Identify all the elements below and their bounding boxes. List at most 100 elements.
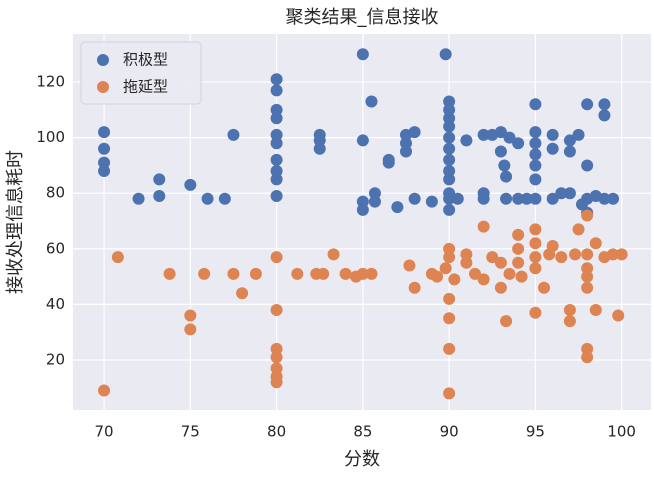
point bbox=[451, 192, 464, 205]
point bbox=[512, 228, 525, 241]
legend-marker bbox=[97, 81, 109, 93]
point bbox=[356, 195, 369, 208]
point bbox=[546, 128, 559, 141]
point bbox=[477, 187, 490, 200]
legend-label: 拖延型 bbox=[123, 78, 168, 96]
point bbox=[270, 251, 283, 264]
point bbox=[500, 192, 513, 205]
point bbox=[460, 248, 473, 261]
point bbox=[546, 240, 559, 253]
point bbox=[270, 153, 283, 166]
point bbox=[581, 248, 594, 261]
point bbox=[486, 251, 499, 264]
point bbox=[581, 159, 594, 172]
point bbox=[529, 306, 542, 319]
point bbox=[494, 256, 507, 269]
point bbox=[408, 192, 421, 205]
point bbox=[563, 187, 576, 200]
point bbox=[443, 192, 456, 205]
point bbox=[443, 387, 456, 400]
point bbox=[184, 178, 197, 191]
point bbox=[356, 134, 369, 147]
point bbox=[431, 270, 444, 283]
point bbox=[515, 270, 528, 283]
point bbox=[365, 267, 378, 280]
y-tick-label: 20 bbox=[46, 350, 65, 368]
point bbox=[391, 201, 404, 214]
point bbox=[270, 173, 283, 186]
point bbox=[598, 109, 611, 122]
point bbox=[460, 134, 473, 147]
point bbox=[529, 173, 542, 186]
point bbox=[313, 142, 326, 155]
point bbox=[443, 312, 456, 325]
point bbox=[368, 195, 381, 208]
point bbox=[494, 281, 507, 294]
x-tick-label: 90 bbox=[440, 423, 459, 441]
point bbox=[498, 159, 511, 172]
point bbox=[503, 131, 516, 144]
point bbox=[612, 309, 625, 322]
point bbox=[270, 342, 283, 355]
point bbox=[581, 262, 594, 275]
point bbox=[443, 342, 456, 355]
point bbox=[460, 256, 473, 269]
point bbox=[236, 287, 249, 300]
point bbox=[598, 192, 611, 205]
point bbox=[327, 248, 340, 261]
point bbox=[581, 98, 594, 111]
point bbox=[443, 131, 456, 144]
point bbox=[572, 128, 585, 141]
point bbox=[443, 95, 456, 108]
point bbox=[563, 145, 576, 158]
x-axis-label: 分数 bbox=[344, 449, 380, 470]
point bbox=[443, 153, 456, 166]
point bbox=[313, 134, 326, 147]
point bbox=[356, 48, 369, 61]
point bbox=[563, 134, 576, 147]
point bbox=[443, 292, 456, 305]
point bbox=[529, 137, 542, 150]
point bbox=[607, 248, 620, 261]
point bbox=[520, 192, 533, 205]
point bbox=[538, 281, 551, 294]
point bbox=[581, 209, 594, 222]
point bbox=[270, 128, 283, 141]
point bbox=[356, 267, 369, 280]
point bbox=[443, 112, 456, 125]
point bbox=[198, 267, 211, 280]
point bbox=[408, 281, 421, 294]
point bbox=[529, 262, 542, 275]
point bbox=[382, 156, 395, 169]
point bbox=[589, 237, 602, 250]
point bbox=[249, 267, 262, 280]
point bbox=[270, 137, 283, 150]
point bbox=[581, 281, 594, 294]
point bbox=[512, 137, 525, 150]
x-tick-label: 70 bbox=[95, 423, 114, 441]
point bbox=[443, 203, 456, 216]
point bbox=[529, 98, 542, 111]
x-tick-label: 100 bbox=[607, 423, 636, 441]
point bbox=[529, 126, 542, 139]
point bbox=[98, 165, 111, 178]
point bbox=[443, 103, 456, 116]
point bbox=[615, 248, 628, 261]
point bbox=[439, 48, 452, 61]
point bbox=[291, 267, 304, 280]
point bbox=[368, 187, 381, 200]
point bbox=[598, 98, 611, 111]
point bbox=[529, 192, 542, 205]
point bbox=[163, 267, 176, 280]
point bbox=[408, 126, 421, 139]
legend-marker bbox=[97, 54, 109, 66]
point bbox=[270, 84, 283, 97]
point bbox=[153, 190, 166, 203]
point bbox=[270, 362, 283, 375]
point bbox=[317, 267, 330, 280]
y-tick-label: 120 bbox=[36, 73, 65, 91]
point bbox=[98, 156, 111, 169]
point bbox=[529, 223, 542, 236]
chart-title: 聚类结果_信息接收 bbox=[286, 7, 439, 28]
